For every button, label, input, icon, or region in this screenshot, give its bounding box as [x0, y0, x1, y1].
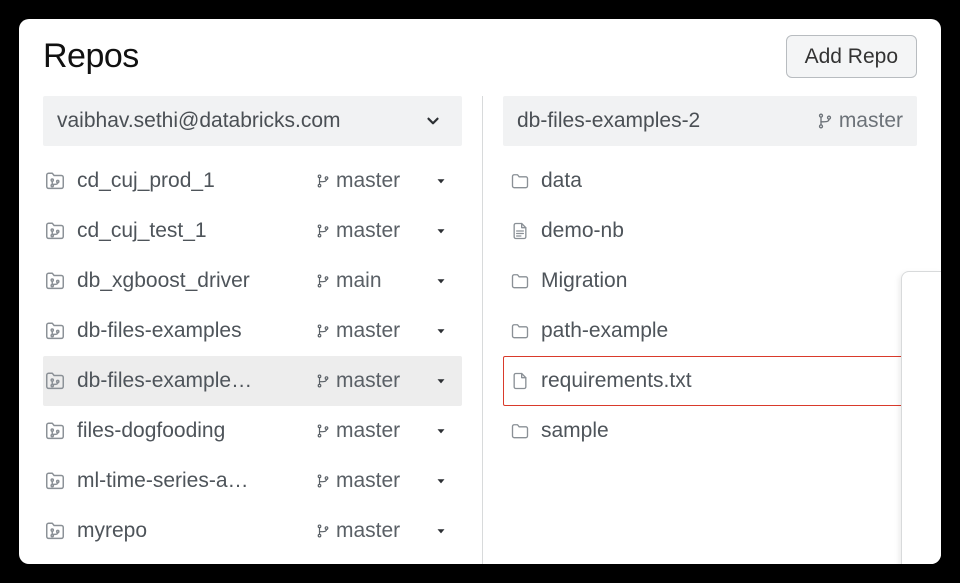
file-icon: [509, 371, 531, 391]
repo-row[interactable]: db-files-example… master: [43, 356, 462, 406]
folder-icon: [509, 321, 531, 341]
repo-branch-label: master: [336, 369, 400, 393]
repo-branch[interactable]: master: [316, 169, 424, 193]
branch-icon: [316, 322, 330, 340]
repo-branch[interactable]: master: [316, 469, 424, 493]
notebook-icon: [509, 221, 531, 241]
caret-down-icon[interactable]: [434, 174, 458, 188]
repo-branch[interactable]: master: [316, 419, 424, 443]
repo-branch[interactable]: master: [316, 219, 424, 243]
repo-branch-label: master: [336, 419, 400, 443]
file-row[interactable]: data: [503, 156, 917, 206]
repo-name-label: db_xgboost_driver: [77, 269, 306, 293]
repo-row[interactable]: cd_cuj_test_1 master: [43, 206, 462, 256]
branch-icon: [316, 522, 330, 540]
repo-name-label: db-files-examples: [77, 319, 306, 343]
repo-name-label: db-files-example…: [77, 369, 306, 393]
repo-folder-icon: [43, 220, 67, 242]
repo-folder-icon: [43, 170, 67, 192]
file-row[interactable]: Migration: [503, 256, 917, 306]
repo-branch-label: main: [336, 269, 382, 293]
repo-folder-icon: [43, 420, 67, 442]
file-row[interactable]: sample: [503, 406, 917, 456]
repo-list-column: vaibhav.sethi@databricks.com cd_cuj_prod…: [43, 96, 483, 564]
file-name-label: sample: [541, 419, 609, 443]
repo-header-branch[interactable]: master: [817, 109, 903, 133]
repo-folder-icon: [43, 370, 67, 392]
repo-folder-icon: [43, 470, 67, 492]
repo-folder-icon: [43, 320, 67, 342]
caret-down-icon[interactable]: [434, 224, 458, 238]
repo-folder-icon: [43, 270, 67, 292]
repo-name-label: cd_cuj_test_1: [77, 219, 306, 243]
repos-panel: Repos Add Repo vaibhav.sethi@databricks.…: [19, 19, 941, 564]
repo-name-label: files-dogfooding: [77, 419, 306, 443]
repo-header[interactable]: db-files-examples-2 master: [503, 96, 917, 146]
caret-down-icon[interactable]: [434, 274, 458, 288]
repo-branch[interactable]: master: [316, 519, 424, 543]
repo-name-label: cd_cuj_prod_1: [77, 169, 306, 193]
file-row[interactable]: demo-nb: [503, 206, 917, 256]
file-row[interactable]: requirements.txt: [503, 356, 917, 406]
caret-down-icon[interactable]: [434, 324, 458, 338]
repo-branch[interactable]: master: [316, 319, 424, 343]
repo-name-label: ml-time-series-a…: [77, 469, 306, 493]
repo-row[interactable]: db_xgboost_driver main: [43, 256, 462, 306]
folder-icon: [509, 271, 531, 291]
repo-branch-label: master: [336, 469, 400, 493]
folder-icon: [509, 421, 531, 441]
file-row[interactable]: path-example: [503, 306, 917, 356]
caret-down-icon[interactable]: [434, 474, 458, 488]
caret-down-icon[interactable]: [434, 524, 458, 538]
panel-curl-decoration: [901, 271, 941, 564]
file-name-label: requirements.txt: [541, 369, 692, 393]
branch-icon: [316, 272, 330, 290]
branch-icon: [316, 222, 330, 240]
columns: vaibhav.sethi@databricks.com cd_cuj_prod…: [43, 96, 917, 564]
repo-row[interactable]: cd_cuj_prod_1 master: [43, 156, 462, 206]
repo-branch[interactable]: main: [316, 269, 424, 293]
repo-branch-label: master: [336, 219, 400, 243]
repo-contents-column: db-files-examples-2 master data demo-nb …: [483, 96, 917, 564]
repo-row[interactable]: ml-time-series-a… master: [43, 456, 462, 506]
repo-row[interactable]: db-files-examples master: [43, 306, 462, 356]
page-title: Repos: [43, 37, 139, 76]
repo-header-branch-label: master: [839, 109, 903, 133]
repo-branch[interactable]: master: [316, 369, 424, 393]
repo-header-label: db-files-examples-2: [517, 109, 700, 133]
repo-row[interactable]: files-dogfooding master: [43, 406, 462, 456]
chevron-down-icon: [424, 112, 448, 130]
caret-down-icon[interactable]: [434, 424, 458, 438]
repo-branch-label: master: [336, 169, 400, 193]
file-name-label: data: [541, 169, 582, 193]
repo-contents-list: data demo-nb Migration path-example requ…: [503, 146, 917, 456]
user-folder-header[interactable]: vaibhav.sethi@databricks.com: [43, 96, 462, 146]
repo-branch-label: master: [336, 319, 400, 343]
branch-icon: [817, 111, 833, 131]
add-repo-button[interactable]: Add Repo: [786, 35, 917, 78]
user-folder-label: vaibhav.sethi@databricks.com: [57, 109, 341, 133]
repo-branch-label: master: [336, 519, 400, 543]
file-name-label: demo-nb: [541, 219, 624, 243]
repo-name-label: myrepo: [77, 519, 306, 543]
repo-row[interactable]: myrepo master: [43, 506, 462, 556]
folder-icon: [509, 171, 531, 191]
branch-icon: [316, 422, 330, 440]
header: Repos Add Repo: [43, 29, 917, 96]
branch-icon: [316, 472, 330, 490]
caret-down-icon[interactable]: [434, 374, 458, 388]
branch-icon: [316, 172, 330, 190]
repo-list: cd_cuj_prod_1 master cd_cuj_test_1 maste…: [43, 146, 462, 556]
file-name-label: Migration: [541, 269, 627, 293]
file-name-label: path-example: [541, 319, 668, 343]
branch-icon: [316, 372, 330, 390]
repo-folder-icon: [43, 520, 67, 542]
